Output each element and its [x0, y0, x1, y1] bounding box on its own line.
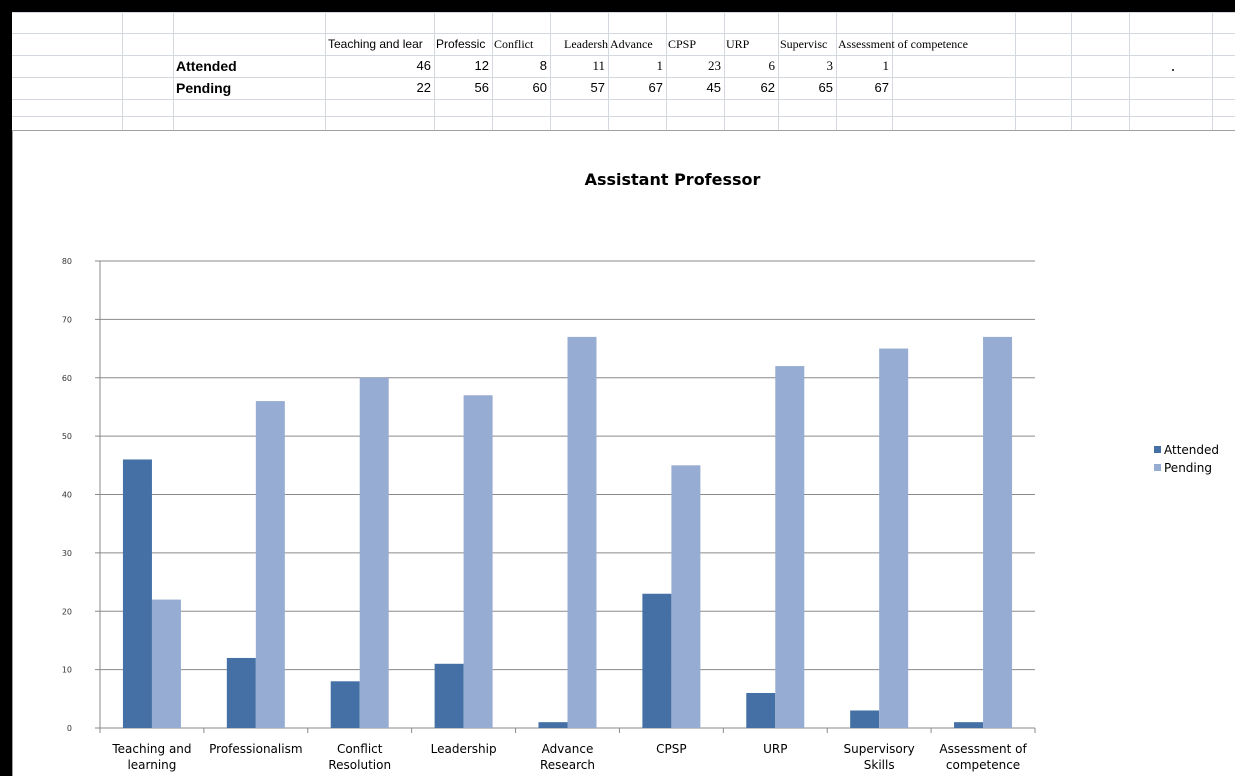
bar-pending [983, 336, 1013, 728]
y-tick-label: 30 [62, 549, 72, 558]
data-cell[interactable]: 6 [768, 58, 776, 73]
bar-attended [122, 459, 152, 728]
bar-pending [151, 599, 181, 728]
data-cell[interactable]: 3 [826, 58, 834, 73]
header-cell[interactable]: Conflict [494, 37, 534, 51]
data-cell[interactable]: 12 [474, 58, 489, 73]
y-tick-label: 50 [62, 432, 72, 441]
row-label-pending[interactable]: Pending [176, 80, 232, 96]
category-label: Assessment of [939, 742, 1027, 756]
bar-pending [879, 348, 909, 728]
category-label: competence [946, 758, 1020, 772]
legend-swatch [1154, 464, 1161, 471]
data-cell[interactable]: 8 [539, 58, 547, 73]
bar-attended [954, 722, 984, 728]
data-cell[interactable]: 60 [532, 80, 547, 95]
bar-attended [330, 681, 360, 728]
header-cell[interactable]: Leadersh [564, 37, 608, 51]
category-label: Teaching and [111, 742, 191, 756]
excel-window: Teaching and lear Professic Conflict Lea… [12, 12, 1235, 776]
bar-chart: Assistant Professor 0 10 20 30 40 50 60 70 80 Teac… [62, 170, 1219, 772]
category-label: Professionalism [209, 742, 302, 756]
y-tick-label: 0 [67, 724, 72, 733]
bar-attended [538, 722, 568, 728]
header-cell[interactable]: Assessment of competence [838, 37, 968, 51]
category-label: learning [127, 758, 176, 772]
data-cell[interactable]: 67 [874, 80, 889, 95]
bar-attended [746, 692, 776, 728]
bar-pending [775, 366, 805, 728]
bar-pending [359, 377, 389, 728]
bar-pending [255, 401, 285, 728]
category-label: Conflict [337, 742, 383, 756]
bar-attended [850, 710, 880, 728]
spreadsheet-grid: Teaching and lear Professic Conflict Lea… [12, 12, 1235, 130]
data-cell[interactable]: 1 [882, 58, 890, 73]
y-tick-label: 60 [62, 374, 72, 383]
category-label: Supervisory [844, 742, 915, 756]
y-tick-label: 80 [62, 257, 72, 266]
y-tick-label: 70 [62, 315, 72, 324]
category-label: Research [540, 758, 595, 772]
category-label: Leadership [431, 742, 497, 756]
legend-label: Pending [1164, 461, 1212, 475]
chart-title: Assistant Professor [585, 170, 761, 189]
data-cell[interactable]: 62 [760, 80, 775, 95]
header-cell[interactable]: Advance [610, 37, 653, 51]
header-cell[interactable]: CPSP [668, 37, 697, 51]
data-cell[interactable]: 1 [656, 58, 664, 73]
header-cell[interactable]: Supervisc [780, 37, 828, 51]
header-cell[interactable]: URP [726, 37, 750, 51]
category-label: Skills [864, 758, 895, 772]
chart-object[interactable]: Assistant Professor 0 10 20 30 40 50 60 70 80 Teac… [12, 130, 1235, 776]
data-cell[interactable]: 11 [592, 58, 605, 73]
data-cell[interactable]: 65 [818, 80, 833, 95]
bar-pending [463, 395, 493, 728]
bar-attended [226, 657, 256, 728]
header-cell[interactable]: Teaching and lear [328, 37, 423, 51]
legend-label: Attended [1164, 443, 1219, 457]
data-cell[interactable]: 57 [590, 80, 605, 95]
y-tick-label: 10 [62, 666, 72, 675]
bar-attended [642, 593, 672, 728]
data-cell[interactable]: 22 [416, 80, 431, 95]
y-tick-label: 40 [62, 491, 72, 500]
data-cell[interactable]: 46 [416, 58, 431, 73]
category-label: URP [763, 742, 787, 756]
data-cell[interactable]: 23 [708, 58, 721, 73]
bar-attended [434, 663, 464, 728]
y-tick-label: 20 [62, 607, 72, 616]
data-cell[interactable]: 56 [474, 80, 489, 95]
stray-mark [1172, 69, 1174, 71]
category-label: Resolution [328, 758, 391, 772]
category-label: CPSP [656, 742, 686, 756]
bar-pending [671, 465, 701, 728]
data-cell[interactable]: 45 [706, 80, 721, 95]
category-label: Advance [542, 742, 594, 756]
data-cell[interactable]: 67 [648, 80, 663, 95]
bar-pending [567, 336, 597, 728]
legend-swatch [1154, 446, 1161, 453]
row-label-attended[interactable]: Attended [176, 58, 237, 74]
header-cell[interactable]: Professic [436, 37, 486, 51]
